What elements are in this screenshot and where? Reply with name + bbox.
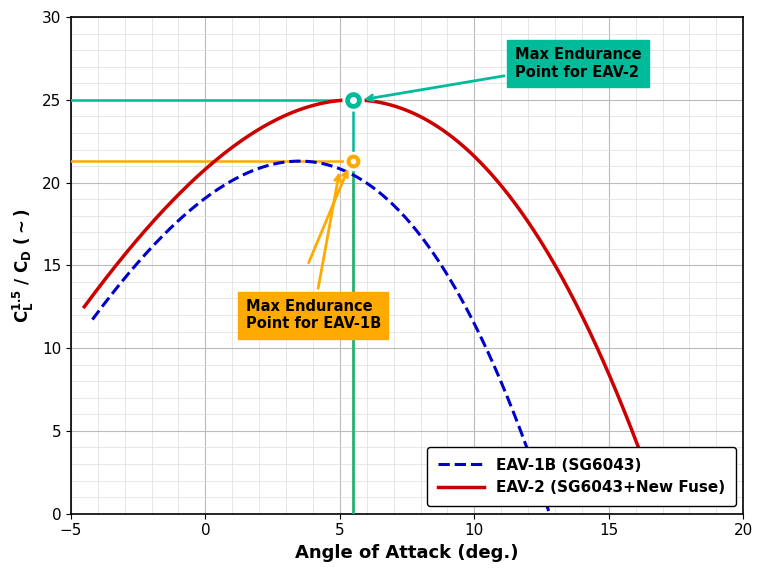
- Text: Max Endurance
Point for EAV-2: Max Endurance Point for EAV-2: [367, 47, 641, 101]
- EAV-1B (SG6043): [324, 162, 333, 168]
- EAV-2 (SG6043+New Fuse): [486, 170, 495, 176]
- EAV-2 (SG6043+New Fuse): [483, 167, 492, 174]
- EAV-1B (SG6043): [434, 257, 443, 264]
- EAV-1B (SG6043): [438, 264, 447, 271]
- EAV-1B (SG6043): [88, 316, 97, 323]
- EAV-2 (SG6043+New Fuse): [261, 122, 270, 129]
- EAV-1B (SG6043): [294, 158, 303, 164]
- EAV-1B (SG6043): [544, 508, 553, 515]
- Y-axis label: $\mathbf{C_L^{1.5}\ /\ C_D\ (\sim)}$: $\mathbf{C_L^{1.5}\ /\ C_D\ (\sim)}$: [11, 208, 36, 323]
- EAV-2 (SG6043+New Fuse): [636, 451, 646, 458]
- EAV-1B (SG6043): [422, 241, 432, 248]
- EAV-2 (SG6043+New Fuse): [432, 122, 441, 129]
- Line: EAV-2 (SG6043+New Fuse): EAV-2 (SG6043+New Fuse): [84, 100, 641, 454]
- Legend: EAV-1B (SG6043), EAV-2 (SG6043+New Fuse): EAV-1B (SG6043), EAV-2 (SG6043+New Fuse): [427, 447, 736, 506]
- EAV-2 (SG6043+New Fuse): [349, 96, 358, 103]
- EAV-2 (SG6043+New Fuse): [300, 104, 309, 111]
- Text: Max Endurance
Point for EAV-1B: Max Endurance Point for EAV-1B: [246, 175, 381, 331]
- X-axis label: Angle of Attack (deg.): Angle of Attack (deg.): [296, 544, 519, 562]
- EAV-2 (SG6043+New Fuse): [147, 220, 156, 227]
- EAV-1B (SG6043): [449, 282, 458, 289]
- EAV-1B (SG6043): [145, 246, 154, 253]
- EAV-2 (SG6043+New Fuse): [79, 303, 89, 310]
- Line: EAV-1B (SG6043): EAV-1B (SG6043): [92, 161, 549, 511]
